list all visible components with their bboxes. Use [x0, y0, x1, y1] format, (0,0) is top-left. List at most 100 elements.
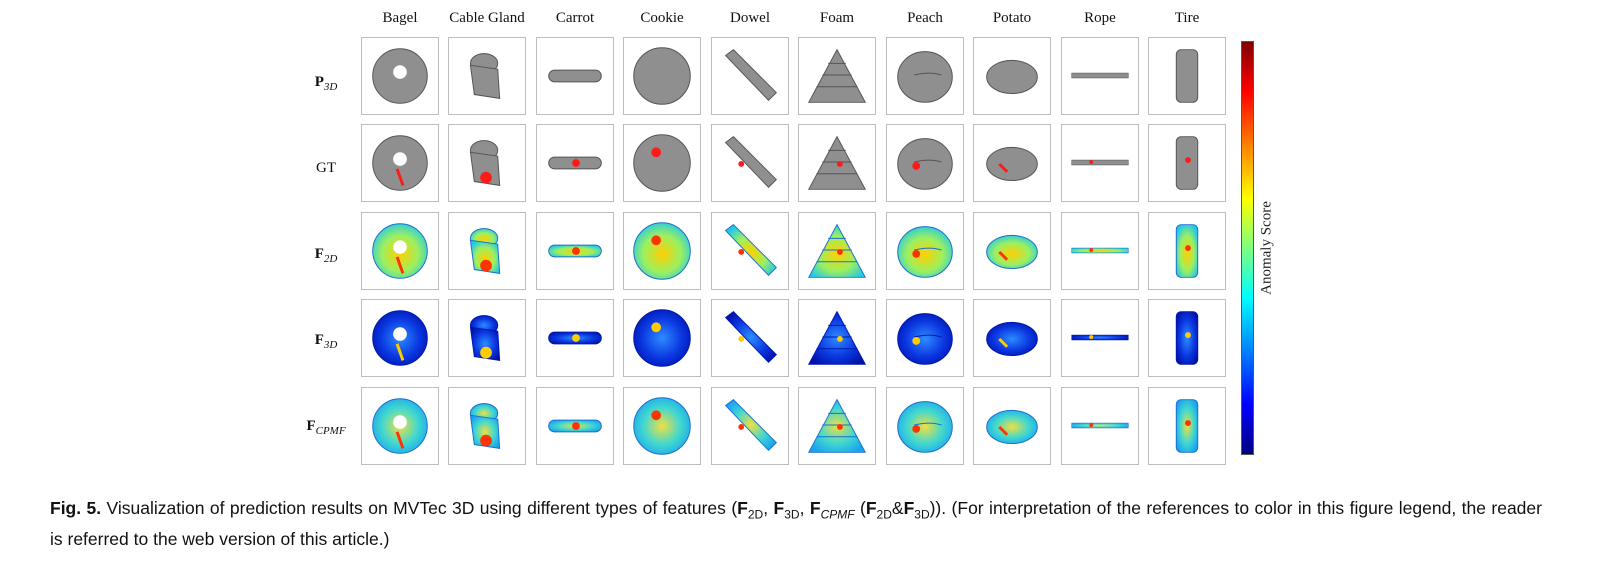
- object-render: [633, 47, 691, 105]
- object-render: [1175, 224, 1199, 278]
- object-render: [469, 53, 501, 99]
- object-render: [1175, 311, 1199, 365]
- caption-f2d-b: F: [865, 498, 877, 518]
- object-render: [897, 401, 953, 453]
- figure-panel: [536, 124, 614, 202]
- figure-panel: [798, 299, 876, 377]
- figure-panel: [973, 124, 1051, 202]
- figure-panel: [973, 212, 1051, 290]
- figure-panel: [886, 124, 964, 202]
- object-render: [1071, 159, 1129, 166]
- figure-panel: [623, 212, 701, 290]
- object-render: [548, 69, 602, 83]
- object-render: [1175, 136, 1199, 190]
- colorbar-label: Anomaly Score: [1258, 201, 1275, 295]
- figure-panel: [711, 387, 789, 465]
- column-header: Dowel: [730, 10, 770, 26]
- caption-sep: ,: [799, 498, 810, 518]
- caption-sub-3d: 3D: [784, 507, 800, 522]
- object-render: [372, 398, 428, 454]
- object-render: [807, 223, 867, 278]
- figure-panel: [536, 387, 614, 465]
- figure-panel: [1148, 37, 1226, 115]
- figure-panel: [361, 37, 439, 115]
- object-render: [1071, 247, 1129, 254]
- object-render: [897, 226, 953, 278]
- object-render: [469, 315, 501, 361]
- object-render: [807, 398, 867, 453]
- object-render: [1071, 334, 1129, 341]
- column-header: Carrot: [555, 10, 595, 26]
- figure-panel: [1061, 124, 1139, 202]
- object-render: [897, 313, 953, 365]
- column-header: Bagel: [382, 10, 418, 26]
- figure-panel: [623, 299, 701, 377]
- caption-f2d: F: [737, 498, 748, 518]
- row-label: GT: [316, 160, 336, 176]
- figure-panel: [886, 387, 964, 465]
- object-render: [372, 310, 428, 366]
- figure-panel: [798, 124, 876, 202]
- caption-text-2: )). (For interpretation of the reference…: [50, 498, 1542, 549]
- figure-panel: [361, 212, 439, 290]
- object-render: [469, 403, 501, 449]
- figure-panel: [1148, 124, 1226, 202]
- row-label: F2D: [314, 246, 338, 265]
- figure-panel: [623, 37, 701, 115]
- figure-panel: [1061, 212, 1139, 290]
- object-render: [372, 48, 428, 104]
- caption-paren: (: [854, 498, 866, 518]
- figure-panel: [361, 299, 439, 377]
- figure-panel: [711, 212, 789, 290]
- object-render: [986, 234, 1038, 270]
- object-render: [807, 135, 867, 190]
- caption-text-1: Visualization of prediction results on M…: [101, 498, 738, 518]
- figure-panel: [886, 37, 964, 115]
- object-render: [986, 59, 1038, 95]
- caption-amp: &: [891, 498, 904, 518]
- object-render: [986, 409, 1038, 445]
- object-render: [633, 134, 691, 192]
- row-label: FCPMF: [306, 418, 346, 437]
- figure-panel: [798, 212, 876, 290]
- figure-panel: [1148, 299, 1226, 377]
- caption-sub-3d-b: 3D: [914, 507, 930, 522]
- object-render: [633, 309, 691, 367]
- object-render: [897, 51, 953, 103]
- object-render: [633, 222, 691, 280]
- figure-panel: [1148, 212, 1226, 290]
- figure-panel: [973, 37, 1051, 115]
- object-render: [548, 156, 602, 170]
- object-render: [1071, 422, 1129, 429]
- figure-panel: [798, 37, 876, 115]
- caption-sub-2d-b: 2D: [876, 507, 892, 522]
- object-render: [724, 49, 777, 102]
- column-header: Cookie: [640, 10, 684, 26]
- object-render: [372, 135, 428, 191]
- figure-panel: [886, 299, 964, 377]
- figure-panel: [361, 124, 439, 202]
- caption-fcpmf: F: [809, 498, 821, 518]
- figure-panel: [886, 212, 964, 290]
- figure-panel: [1061, 37, 1139, 115]
- figure-panel: [536, 37, 614, 115]
- figure-caption: Fig. 5. Visualization of prediction resu…: [50, 496, 1542, 551]
- object-render: [1071, 72, 1129, 79]
- column-header: Foam: [819, 10, 855, 26]
- object-render: [724, 136, 777, 189]
- object-render: [633, 397, 691, 455]
- caption-sep: ,: [763, 498, 774, 518]
- object-render: [548, 244, 602, 258]
- object-render: [469, 228, 501, 274]
- figure-panel: [711, 124, 789, 202]
- object-render: [724, 399, 777, 452]
- object-render: [548, 331, 602, 345]
- figure-panel: [1061, 387, 1139, 465]
- figure-panel: [448, 299, 526, 377]
- figure-panel: [798, 387, 876, 465]
- caption-sub-2d: 2D: [747, 507, 764, 522]
- column-header: Rope: [1084, 10, 1116, 26]
- figure-panel: [623, 124, 701, 202]
- object-render: [724, 311, 777, 364]
- figure-panel: [711, 37, 789, 115]
